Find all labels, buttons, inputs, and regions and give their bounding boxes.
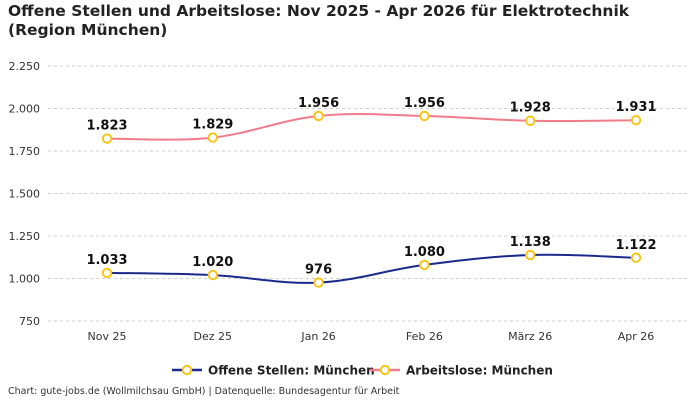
data-label: 1.956: [404, 96, 445, 111]
source-note: Chart: gute-jobs.de (Wollmilchsau GmbH) …: [8, 386, 400, 397]
data-label: 1.829: [192, 118, 233, 133]
series-lines: [106, 113, 637, 284]
y-tick-label: 1.500: [9, 188, 41, 201]
data-point[interactable]: [630, 115, 642, 126]
data-point[interactable]: [313, 277, 324, 288]
y-tick-label: 1.750: [9, 145, 41, 158]
y-tick-label: 2.250: [9, 60, 41, 73]
y-tick-label: 2.000: [9, 103, 41, 116]
data-label: 1.956: [298, 96, 339, 111]
x-tick-label: Dez 25: [194, 330, 233, 343]
data-point[interactable]: [101, 133, 113, 144]
y-tick-label: 750: [19, 315, 40, 328]
data-labels: 1.033 1.020 976 1.080 1.138 1.122 1.823 1.829 1.…: [86, 96, 656, 278]
legend-label: Offene Stellen: München: [208, 364, 375, 378]
legend-marker: [181, 364, 193, 376]
data-point[interactable]: [313, 110, 324, 122]
data-point[interactable]: [101, 267, 113, 279]
y-tick-label: 1.250: [9, 230, 41, 243]
x-tick-label: Feb 26: [406, 330, 443, 343]
x-tick-label: Nov 25: [88, 330, 127, 343]
y-axis-ticks: 750 1.000 1.250 1.500 1.750 2.000 2.250: [9, 60, 41, 328]
x-tick-label: Jan 26: [300, 330, 335, 343]
data-point[interactable]: [419, 259, 430, 271]
series-line-0: [106, 253, 637, 284]
series-line-1: [106, 113, 637, 141]
x-tick-label: März 26: [508, 330, 552, 343]
legend[interactable]: Offene Stellen: München Arbeitslose: Münc…: [172, 364, 553, 378]
data-point[interactable]: [525, 249, 536, 261]
data-markers: [101, 110, 642, 288]
legend-item-0[interactable]: Offene Stellen: München: [172, 364, 375, 378]
legend-label: Arbeitslose: München: [406, 364, 553, 378]
data-label: 1.122: [615, 238, 656, 253]
data-label: 1.823: [86, 119, 127, 134]
legend-item-1[interactable]: Arbeitslose: München: [370, 364, 553, 378]
data-point[interactable]: [630, 252, 642, 263]
x-tick-label: Apr 26: [618, 330, 655, 343]
data-point[interactable]: [419, 110, 430, 122]
data-label: 1.931: [615, 100, 656, 115]
data-label: 1.033: [86, 253, 127, 268]
x-axis-ticks: Nov 25 Dez 25 Jan 26 Feb 26 März 26 Apr 26: [88, 330, 655, 343]
data-point[interactable]: [207, 269, 219, 281]
data-point[interactable]: [525, 115, 536, 126]
data-label: 1.080: [404, 245, 445, 260]
data-point[interactable]: [207, 132, 219, 143]
data-label: 976: [305, 263, 332, 278]
gridlines: [48, 65, 688, 322]
data-label: 1.928: [510, 101, 551, 116]
data-label: 1.020: [192, 255, 233, 270]
legend-marker: [379, 364, 391, 376]
chart-title: Offene Stellen und Arbeitslose: Nov 2025…: [8, 2, 630, 39]
y-tick-label: 1.000: [9, 273, 41, 286]
data-label: 1.138: [510, 235, 551, 250]
